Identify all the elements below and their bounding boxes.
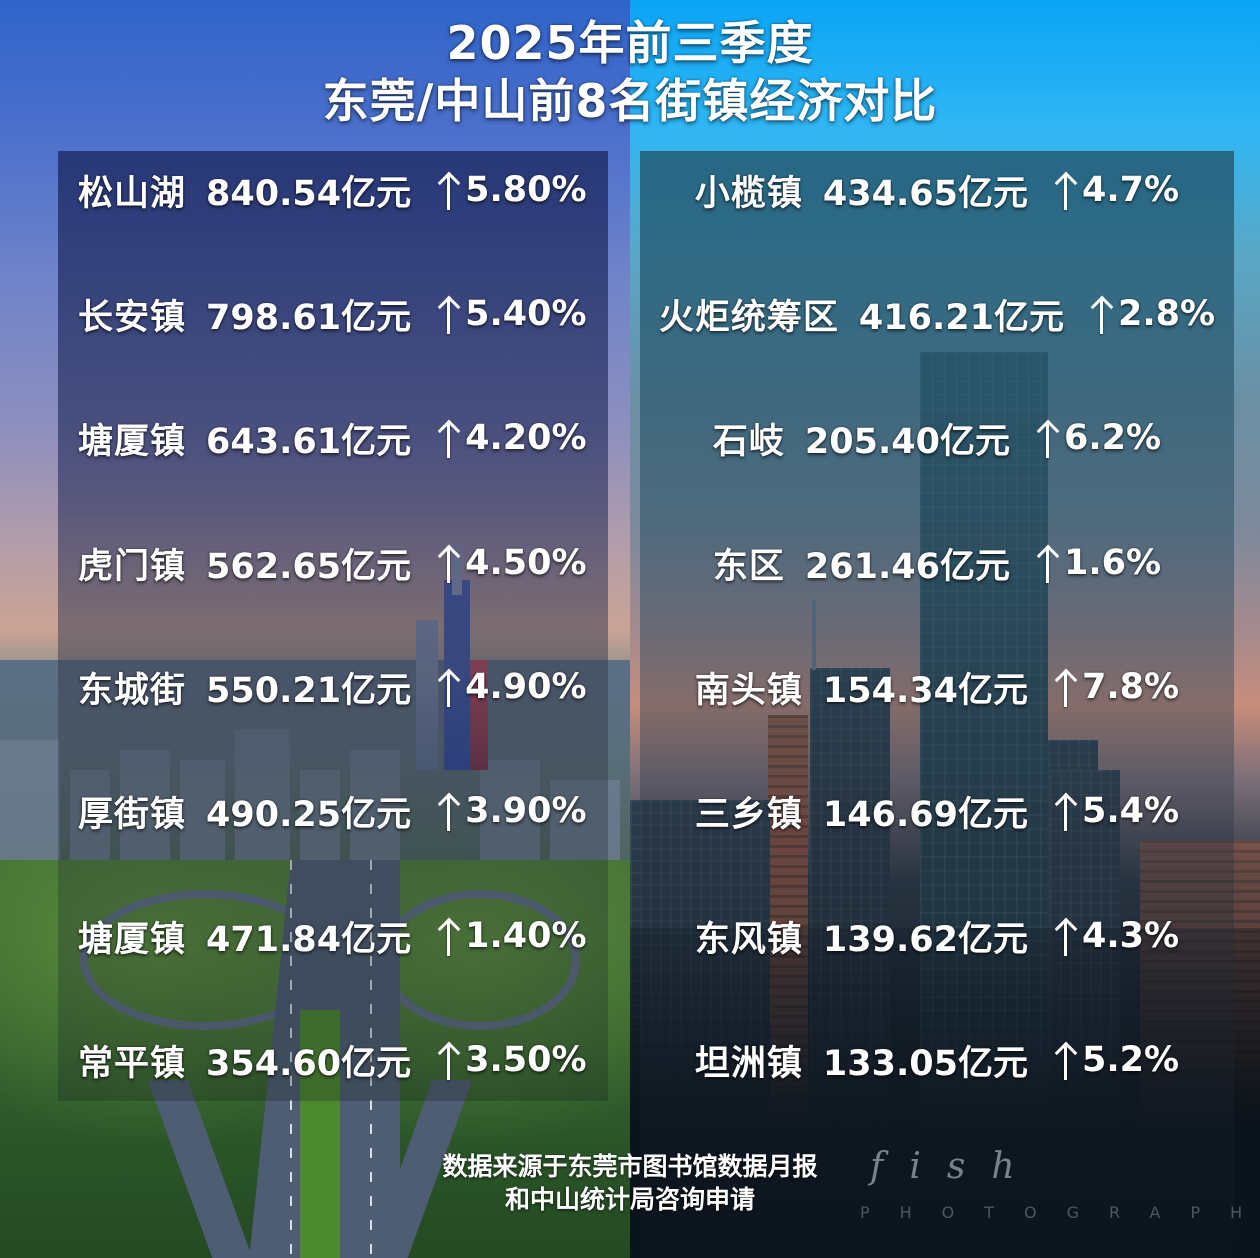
up-arrow-icon: [437, 543, 459, 583]
growth-rate: 2.8%: [1090, 294, 1215, 334]
up-arrow-icon: [437, 418, 459, 458]
photographer-watermark-signature: fish: [870, 1146, 1041, 1187]
source-line-2: 和中山统计局咨询申请: [504, 1185, 755, 1214]
ranking-row: 南头镇 154.34亿元 7.8%: [640, 657, 1234, 717]
gdp-value: 146.69亿元: [822, 794, 1028, 835]
town-name: 南头镇: [694, 670, 803, 711]
growth-rate: 5.80%: [437, 170, 587, 210]
up-arrow-icon: [437, 1040, 459, 1080]
town-name: 虎门镇: [78, 546, 187, 587]
growth-rate: 6.2%: [1036, 418, 1161, 458]
ranking-row: 塘厦镇 643.61亿元 4.20%: [58, 408, 608, 468]
ranking-row: 厚街镇 490.25亿元 3.90%: [58, 781, 608, 841]
ranking-row: 虎门镇 562.65亿元 4.50%: [58, 533, 608, 593]
up-arrow-icon: [1036, 418, 1058, 458]
town-name: 常平镇: [78, 1043, 187, 1084]
title-line-1: 2025年前三季度: [446, 16, 814, 70]
ranking-row: 东风镇 139.62亿元 4.3%: [640, 906, 1234, 966]
town-name: 松山湖: [78, 173, 187, 214]
up-arrow-icon: [437, 916, 459, 956]
town-name: 坦洲镇: [694, 1043, 803, 1084]
growth-rate: 1.40%: [437, 916, 587, 956]
up-arrow-icon: [1054, 916, 1076, 956]
up-arrow-icon: [437, 791, 459, 831]
growth-rate: 5.2%: [1054, 1040, 1179, 1080]
town-name: 东城街: [78, 670, 187, 711]
title-line-2: 东莞/中山前8名街镇经济对比: [322, 74, 938, 128]
up-arrow-icon: [1054, 791, 1076, 831]
town-name: 小榄镇: [694, 173, 803, 214]
gdp-value: 798.61亿元: [206, 297, 412, 338]
gdp-value: 562.65亿元: [206, 546, 412, 587]
ranking-row: 坦洲镇 133.05亿元 5.2%: [640, 1030, 1234, 1090]
town-name: 三乡镇: [694, 794, 803, 835]
ranking-row: 东区 261.46亿元 1.6%: [640, 533, 1234, 593]
growth-rate: 4.50%: [437, 543, 587, 583]
ranking-row: 常平镇 354.60亿元 3.50%: [58, 1030, 608, 1090]
growth-rate: 7.8%: [1054, 667, 1179, 707]
gdp-value: 643.61亿元: [206, 421, 412, 462]
gdp-value: 261.46亿元: [804, 546, 1010, 587]
gdp-value: 840.54亿元: [206, 173, 412, 214]
town-name: 长安镇: [78, 297, 187, 338]
town-name: 塘厦镇: [78, 421, 187, 462]
ranking-row: 长安镇 798.61亿元 5.40%: [58, 284, 608, 344]
photographer-watermark-caption: PHOTOGRAPH: [860, 1203, 1260, 1222]
up-arrow-icon: [437, 667, 459, 707]
page-title: 2025年前三季度 东莞/中山前8名街镇经济对比: [0, 14, 1260, 130]
town-name: 塘厦镇: [78, 919, 187, 960]
town-name: 厚街镇: [78, 794, 187, 835]
ranking-row: 松山湖 840.54亿元 5.80%: [58, 160, 608, 220]
up-arrow-icon: [1054, 1040, 1076, 1080]
gdp-value: 205.40亿元: [804, 421, 1010, 462]
ranking-row: 东城街 550.21亿元 4.90%: [58, 657, 608, 717]
up-arrow-icon: [1090, 294, 1112, 334]
up-arrow-icon: [437, 294, 459, 334]
ranking-row: 塘厦镇 471.84亿元 1.40%: [58, 906, 608, 966]
growth-rate: 5.40%: [437, 294, 587, 334]
growth-rate: 4.90%: [437, 667, 587, 707]
gdp-value: 354.60亿元: [206, 1043, 412, 1084]
growth-rate: 5.4%: [1054, 791, 1179, 831]
up-arrow-icon: [1054, 170, 1076, 210]
gdp-value: 490.25亿元: [206, 794, 412, 835]
up-arrow-icon: [1054, 667, 1076, 707]
gdp-value: 154.34亿元: [822, 670, 1028, 711]
gdp-value: 133.05亿元: [822, 1043, 1028, 1084]
up-arrow-icon: [1036, 543, 1058, 583]
town-name: 东风镇: [694, 919, 803, 960]
zhongshan-ranking-panel: 小榄镇 434.65亿元 4.7% 火炬统筹区 416.21亿元 2.8% 石岐…: [640, 151, 1234, 1258]
ranking-row: 火炬统筹区 416.21亿元 2.8%: [640, 284, 1234, 344]
source-line-1: 数据来源于东莞市图书馆数据月报: [442, 1152, 818, 1181]
gdp-value: 416.21亿元: [858, 297, 1064, 338]
gdp-value: 550.21亿元: [206, 670, 412, 711]
dongguan-ranking-panel: 松山湖 840.54亿元 5.80% 长安镇 798.61亿元 5.40% 塘厦…: [58, 151, 608, 1101]
town-name: 火炬统筹区: [658, 297, 839, 338]
data-source-note: 数据来源于东莞市图书馆数据月报 和中山统计局咨询申请: [380, 1150, 880, 1216]
up-arrow-icon: [437, 170, 459, 210]
gdp-value: 471.84亿元: [206, 919, 412, 960]
town-name: 石岐: [712, 421, 785, 462]
ranking-row: 小榄镇 434.65亿元 4.7%: [640, 160, 1234, 220]
ranking-row: 三乡镇 146.69亿元 5.4%: [640, 781, 1234, 841]
gdp-value: 434.65亿元: [822, 173, 1028, 214]
growth-rate: 3.50%: [437, 1040, 587, 1080]
growth-rate: 4.20%: [437, 418, 587, 458]
gdp-value: 139.62亿元: [822, 919, 1028, 960]
ranking-row: 石岐 205.40亿元 6.2%: [640, 408, 1234, 468]
growth-rate: 1.6%: [1036, 543, 1161, 583]
growth-rate: 3.90%: [437, 791, 587, 831]
growth-rate: 4.3%: [1054, 916, 1179, 956]
growth-rate: 4.7%: [1054, 170, 1179, 210]
town-name: 东区: [712, 546, 785, 587]
